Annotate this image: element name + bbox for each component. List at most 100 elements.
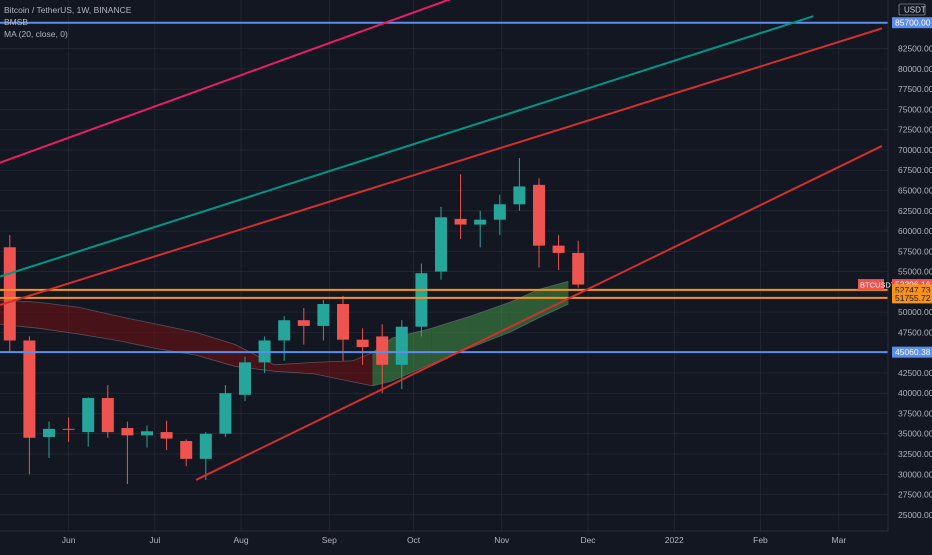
current-symbol-tag: BTCUSDT (860, 281, 896, 290)
candle-body (3, 247, 16, 341)
current-symbol-tag-bg (858, 279, 884, 291)
candle-body (513, 186, 526, 205)
price-tick-label: 67500.00 (898, 165, 932, 175)
candle-body (317, 304, 330, 326)
level-price-tag: 51755.72 (895, 293, 931, 303)
candle-body (23, 340, 36, 438)
candle-body (454, 218, 467, 225)
candle-body (101, 398, 114, 433)
time-tick-label: Feb (753, 535, 768, 545)
time-axis: Jun Jul Aug Sep Oct Nov Dec 2022 Feb Mar (0, 530, 888, 545)
time-tick-label: Oct (407, 535, 421, 545)
candle-body (62, 428, 75, 430)
candle-body (533, 184, 545, 246)
time-tick-label: Mar (832, 535, 847, 545)
trend-line (0, 15, 814, 278)
price-tick-label: 55000.00 (898, 267, 932, 277)
level-price-tag-bg (892, 17, 932, 29)
bmsb-lower-line (0, 303, 569, 387)
price-tick-label: 60000.00 (898, 226, 932, 236)
drawing-lines (0, 0, 888, 481)
candle-body (43, 428, 55, 437)
indicator-bmsb[interactable]: BMSB (4, 17, 29, 27)
bmsb-band-segment (470, 302, 510, 348)
time-tick-label: Jul (149, 535, 160, 545)
price-axis: 25000.00 27500.00 30000.00 32500.00 35000.00… (887, 0, 932, 550)
price-tick-label: 72500.00 (898, 125, 932, 135)
bmsb-band-segment (156, 324, 196, 356)
bmsb-band-segment (196, 332, 236, 367)
price-tick-label: 75000.00 (898, 104, 932, 114)
candle-body (395, 326, 408, 365)
level-price-tag-bg (892, 346, 932, 358)
bmsb-band-segment (274, 362, 314, 374)
time-tick-label: Jun (62, 535, 76, 545)
time-tick-label: 2022 (665, 535, 684, 545)
candle-body (239, 362, 251, 395)
candle-body (415, 273, 428, 327)
price-tick-label: 25000.00 (898, 510, 932, 520)
candle-body (572, 252, 585, 285)
candles (3, 158, 585, 484)
legend: Bitcoin / TetherUS, 1W, BINANCE BMSB MA … (4, 4, 131, 40)
candle-body (376, 336, 389, 365)
price-tick-label: 82500.00 (898, 44, 932, 54)
bmsb-band-segment (78, 307, 118, 341)
candle-body (121, 428, 134, 436)
level-price-tag-bg (892, 292, 932, 304)
time-tick-label: Aug (234, 535, 249, 545)
candle-body (219, 393, 232, 434)
price-tick-label: 57500.00 (898, 246, 932, 256)
indicator-ma[interactable]: MA (20, close, 0) (4, 29, 68, 39)
level-price-tag: 85700.00 (895, 18, 931, 28)
currency-label: USDT (904, 6, 926, 15)
price-axis-bg (888, 0, 932, 550)
time-tick-label: Nov (494, 535, 510, 545)
level-price-tag-bg (892, 284, 932, 296)
price-tick-label: 77500.00 (898, 84, 932, 94)
candle-body (199, 433, 212, 459)
price-tick-label: 30000.00 (898, 469, 932, 479)
price-tick-label: 70000.00 (898, 145, 932, 155)
bmsb-band-segment (313, 360, 353, 382)
currency-badge (898, 3, 926, 16)
bmsb-band-segment (117, 316, 157, 349)
candle-body (337, 304, 349, 340)
time-tick-label: Dec (580, 535, 596, 545)
candle-body (493, 204, 506, 220)
trend-line (0, 27, 883, 307)
price-tick-label: 65000.00 (898, 186, 932, 196)
bmsb-upper-line (0, 280, 569, 366)
trend-line (195, 145, 883, 481)
candle-body (180, 441, 193, 459)
candle-body (160, 432, 173, 439)
price-tick-label: 32500.00 (898, 449, 932, 459)
price-tick-label: 47500.00 (898, 327, 932, 337)
trend-line (0, 0, 451, 164)
price-tick-label: 40000.00 (898, 388, 932, 398)
price-labels: BTCUSDT53396.1685700.0045060.3852747.735… (858, 17, 932, 358)
time-tick-label: Sep (322, 535, 337, 545)
bmsb-band-segment (509, 289, 539, 333)
candle-body (474, 219, 487, 225)
symbol-title[interactable]: Bitcoin / TetherUS, 1W, BINANCE (4, 5, 132, 15)
candle-body (552, 245, 565, 253)
price-tick-label: 80000.00 (898, 64, 932, 74)
price-tick-label: 50000.00 (898, 307, 932, 317)
price-tick-label: 37500.00 (898, 408, 932, 418)
price-tick-label: 42500.00 (898, 368, 932, 378)
candle-body (297, 320, 310, 326)
price-tick-label: 62500.00 (898, 206, 932, 216)
price-tick-label: 27500.00 (898, 490, 932, 500)
level-price-tag: 45060.38 (895, 347, 931, 357)
level-price-tag: 52747.73 (895, 285, 931, 295)
bmsb-band-segment (352, 352, 373, 386)
bmsb-band-segment (39, 302, 79, 335)
candle-body (82, 398, 95, 433)
candle-body (356, 339, 369, 347)
candle-body (435, 217, 447, 272)
price-tick-label: 35000.00 (898, 429, 932, 439)
candle-body (278, 320, 291, 341)
